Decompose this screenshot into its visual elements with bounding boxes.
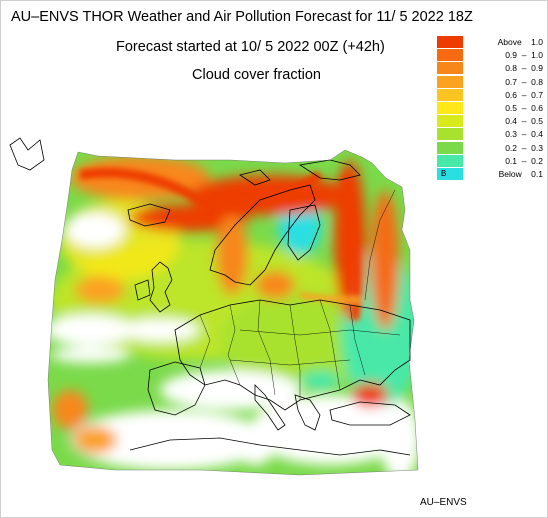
country-borders: [199, 189, 401, 400]
legend-swatch: [437, 115, 463, 128]
legend-row: 0.6 – 0.7: [437, 88, 543, 101]
legend-row: 0.9 – 1.0: [437, 49, 543, 62]
field-name: Cloud cover fraction: [192, 67, 321, 83]
legend-swatch: B: [437, 168, 463, 180]
legend-swatch: [437, 128, 463, 141]
legend-label: 0.9 – 1.0: [505, 50, 543, 61]
legend-label: 0.7 – 0.8: [505, 76, 543, 87]
color-legend: Above 1.0 0.9 – 1.0 0.8 – 0.9 0.7 – 0.8 0.6 …: [437, 36, 543, 186]
model-domain-outline: [47, 149, 419, 476]
legend-label: 0.5 – 0.6: [505, 103, 543, 113]
legend-marker: B: [441, 169, 447, 178]
legend-label: Below 0.1: [498, 169, 543, 179]
legend-label: Above 1.0: [497, 37, 543, 47]
legend-label: 0.4 – 0.5: [505, 116, 543, 127]
legend-swatch: [437, 36, 463, 48]
legend-row: 0.3 – 0.4: [437, 128, 543, 141]
legend-row: B Below 0.1: [437, 168, 543, 180]
forecast-start-subtitle: Forecast started at 10/ 5 2022 00Z (+42h…: [116, 39, 385, 55]
legend-swatch: [437, 75, 463, 88]
legend-label: 0.1 – 0.2: [505, 155, 543, 166]
legend-label: 0.3 – 0.4: [505, 129, 543, 140]
legend-row: 0.7 – 0.8: [437, 75, 543, 88]
legend-swatch: [437, 141, 463, 154]
legend-swatch: [437, 88, 463, 101]
page-title: AU–ENVS THOR Weather and Air Pollution F…: [11, 9, 473, 25]
legend-swatch: [437, 102, 463, 114]
credit-label: AU–ENVS: [420, 497, 467, 508]
legend-label: 0.2 – 0.3: [505, 142, 543, 153]
legend-row: 0.2 – 0.3: [437, 141, 543, 154]
legend-row: 0.1 – 0.2: [437, 154, 543, 167]
legend-row: 0.8 – 0.9: [437, 62, 543, 75]
cloud-field: [48, 150, 418, 475]
legend-row: 0.4 – 0.5: [437, 115, 543, 128]
legend-swatch: [437, 49, 463, 62]
legend-swatch: [437, 154, 463, 167]
legend-label: 0.8 – 0.9: [505, 63, 543, 74]
legend-row: Above 1.0: [437, 36, 543, 48]
legend-swatch: [437, 62, 463, 75]
legend-label: 0.6 – 0.7: [505, 89, 543, 100]
legend-row: 0.5 – 0.6: [437, 102, 543, 114]
